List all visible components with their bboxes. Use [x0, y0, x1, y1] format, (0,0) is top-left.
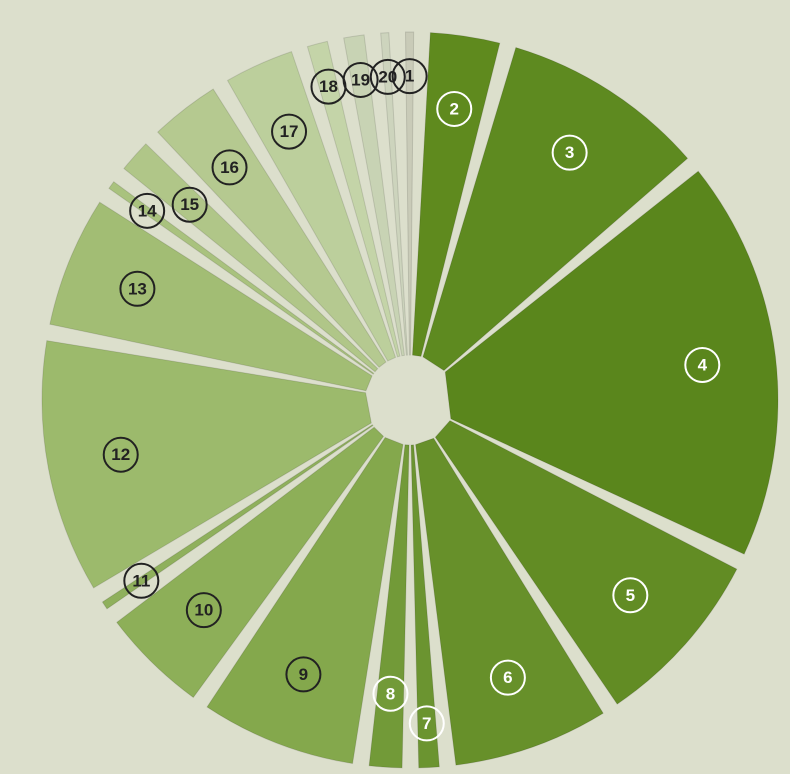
slice-label-ring: [123, 562, 160, 599]
slice-label-ring: [436, 90, 473, 127]
slice-label: 11: [132, 571, 150, 590]
slice-label-ring: [684, 346, 721, 383]
slice-label: 13: [128, 279, 147, 298]
slice-label-ring: [171, 186, 208, 223]
slice-label: 4: [698, 355, 708, 374]
slice-label-ring: [369, 58, 406, 95]
slice-label: 17: [280, 122, 299, 141]
pie-slice: [422, 46, 689, 372]
slice-label: 18: [319, 77, 338, 96]
slice-label-ring: [271, 113, 308, 150]
slice-label: 7: [422, 714, 431, 733]
slice-label: 16: [220, 158, 239, 177]
pie-slice: [116, 426, 385, 699]
slice-label: 3: [565, 143, 574, 162]
slice-label: 9: [299, 665, 308, 684]
slice-label: 6: [503, 668, 512, 687]
slice-label: 19: [351, 70, 370, 89]
pie-slice: [434, 420, 738, 705]
slice-label-ring: [185, 592, 222, 629]
slice-label: 10: [194, 601, 213, 620]
pie-slice: [368, 444, 410, 769]
slice-label-ring: [489, 659, 526, 696]
pie-slice: [380, 32, 408, 356]
slice-label-ring: [372, 675, 409, 712]
pie-slice: [415, 437, 604, 766]
pie-slice: [411, 32, 501, 357]
pie-slice: [410, 444, 440, 769]
slice-label-ring: [342, 61, 379, 98]
slice-label-ring: [211, 149, 248, 186]
pie-slice: [444, 170, 779, 555]
slice-label-ring: [119, 270, 156, 307]
pie-slice: [226, 50, 397, 362]
slice-label: 12: [111, 445, 130, 464]
slice-label: 5: [626, 586, 635, 605]
slice-label-ring: [391, 58, 428, 95]
pie-slice: [404, 31, 415, 356]
pie-slice: [108, 181, 375, 375]
slice-label-ring: [285, 656, 322, 693]
slice-label-ring: [102, 436, 139, 473]
pie-slice: [123, 143, 379, 373]
slice-label-ring: [129, 192, 166, 229]
pie-slice: [101, 424, 374, 610]
slice-label: 15: [180, 195, 199, 214]
slice-label: 2: [450, 99, 459, 118]
pie-slice: [41, 340, 372, 589]
slice-label: 1: [405, 67, 414, 86]
pie-slice: [49, 201, 373, 392]
slice-label: 8: [386, 684, 395, 703]
slice-label-ring: [408, 705, 445, 742]
slice-label: 20: [378, 67, 397, 86]
slice-label-ring: [551, 134, 588, 171]
pie-slice: [206, 436, 404, 765]
slice-label-ring: [612, 577, 649, 614]
pie-slice: [306, 40, 401, 358]
slice-label: 14: [138, 201, 157, 220]
pie-slice: [343, 34, 405, 357]
